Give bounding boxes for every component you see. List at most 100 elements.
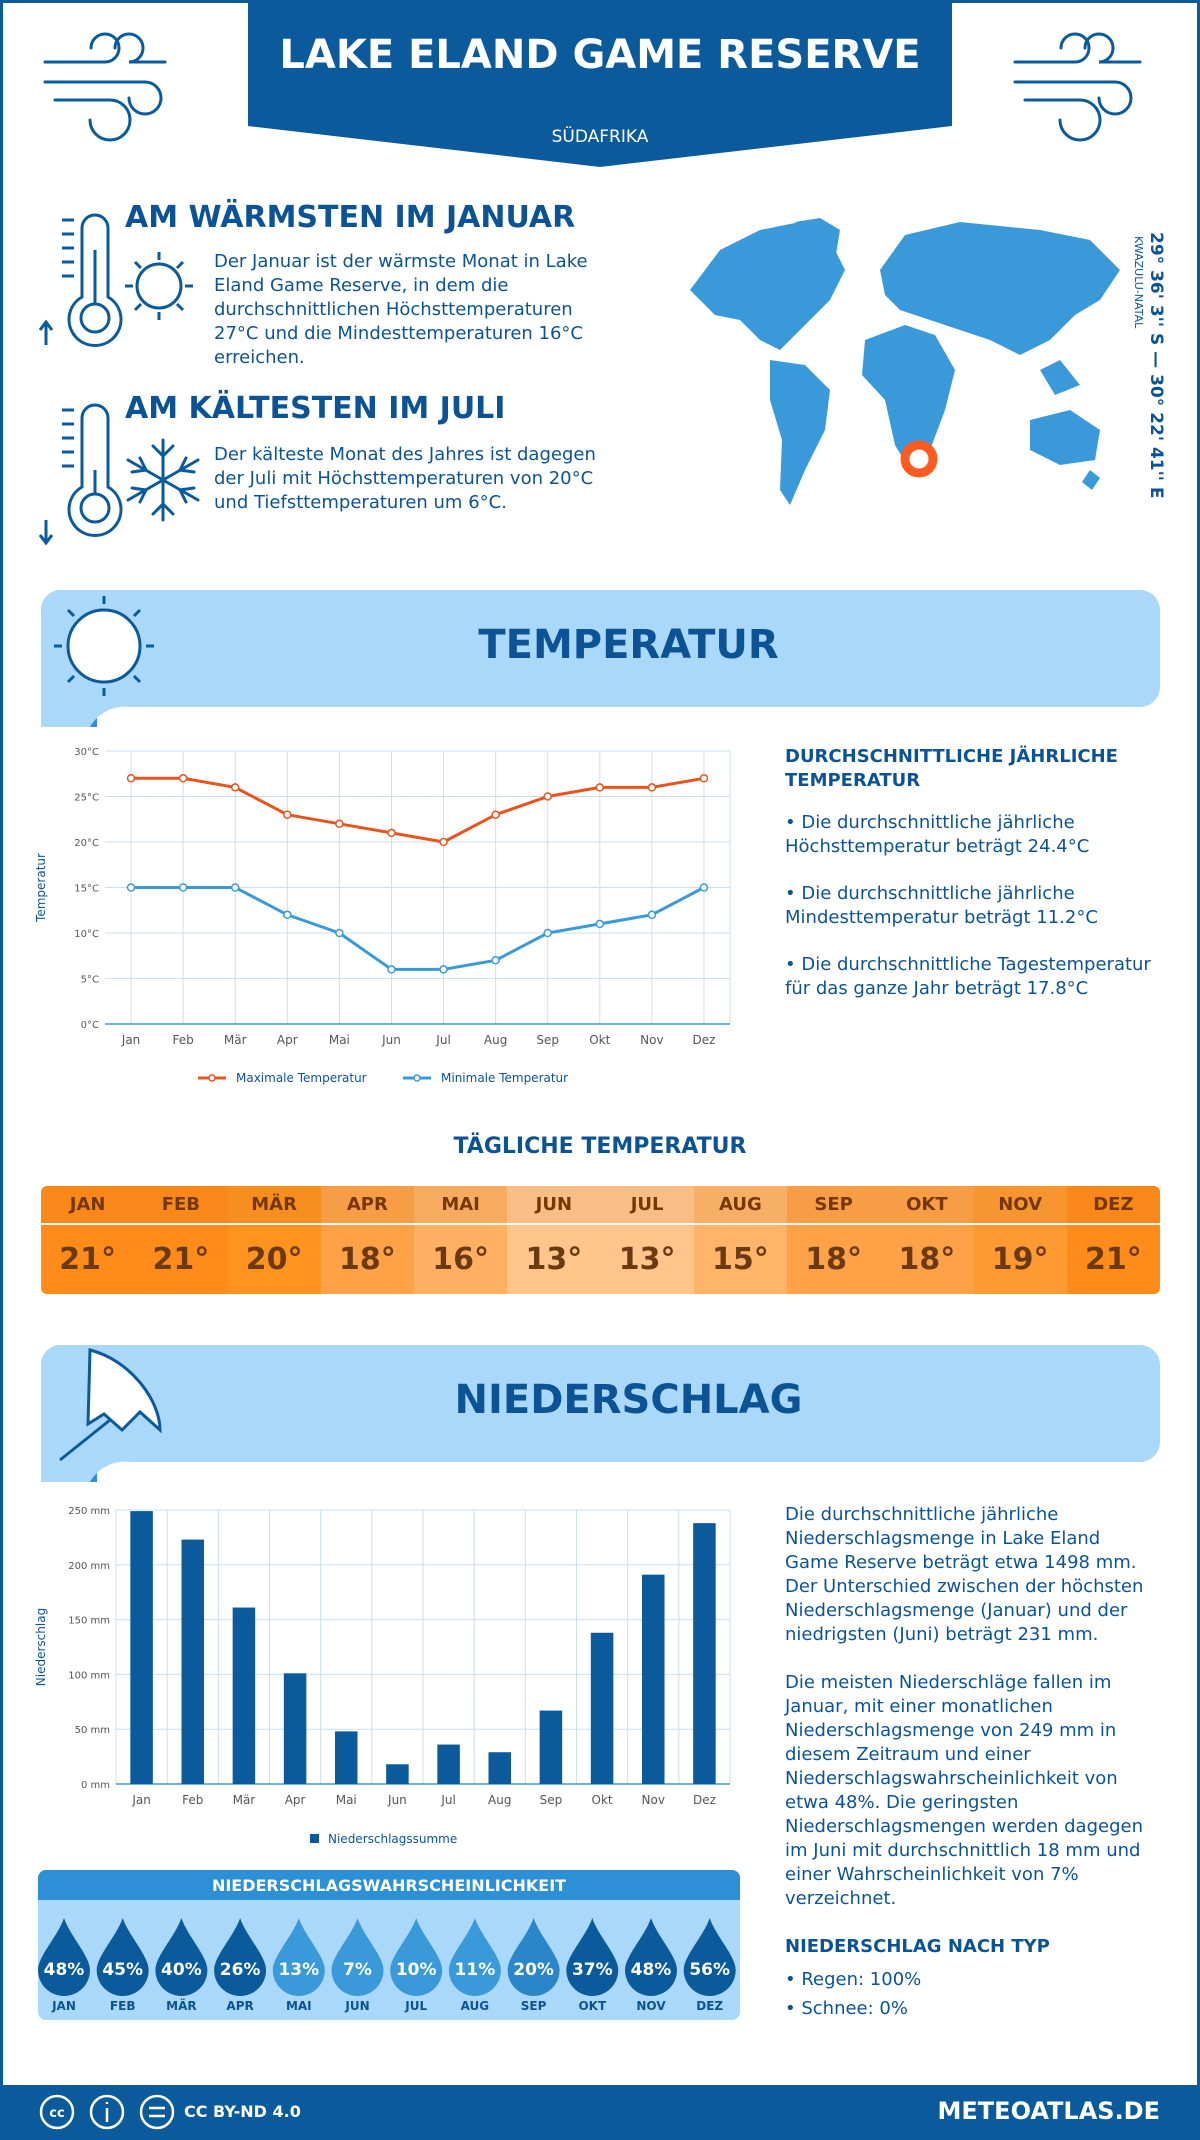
probability-title-bar (38, 1870, 740, 1900)
precipitation-type-title: NIEDERSCHLAG NACH TYP (785, 1936, 1050, 1957)
daily-column: JUL 13° (600, 1186, 694, 1294)
coordinates: 29° 36' 3'' S — 30° 22' 41'' E (1146, 232, 1166, 499)
y-tick-label: 30°C (74, 747, 99, 758)
x-tick-label: Jan (121, 1033, 141, 1047)
x-tick-label: Mai (329, 1033, 350, 1047)
probability-month: DEZ (696, 1999, 723, 2013)
x-tick-label: Apr (285, 1793, 306, 1807)
point (230, 883, 240, 892)
daily-value: 16° (414, 1225, 508, 1294)
series-line (131, 886, 705, 971)
daily-column: JUN 13° (507, 1186, 601, 1294)
point (230, 783, 240, 792)
snowflake-icon (126, 438, 200, 522)
legend-marker (208, 1074, 216, 1082)
daily-column: JAN 21° (41, 1186, 135, 1294)
warmest-text: Der Januar ist der wärmste Monat in Lake… (214, 251, 588, 368)
probability-drop (448, 1918, 501, 1997)
x-tick-label: Dez (692, 1033, 715, 1047)
site-name: METEOATLAS.DE (937, 2097, 1160, 2125)
world-map (690, 218, 1120, 505)
page-subtitle: SÜDAFRIKA (551, 127, 649, 147)
legend-label: Niederschlagssumme (328, 1832, 457, 1846)
probability-drop (214, 1918, 267, 1997)
page-title: LAKE ELAND GAME RESERVE (279, 32, 921, 78)
daily-value: 21° (134, 1225, 228, 1294)
y-tick-label: 50 mm (75, 1725, 110, 1736)
daily-month: MÄR (227, 1186, 321, 1225)
x-tick-label: Apr (277, 1033, 298, 1047)
daily-month: JUL (600, 1186, 694, 1225)
series-line (131, 776, 705, 844)
daily-value: 15° (693, 1225, 787, 1294)
daily-table: JAN 21° FEB 21° MÄR 20° APR 18° MAI 16° JUN 13° JUL 1… (41, 1186, 1160, 1294)
daily-value: 20° (227, 1225, 321, 1294)
daily-month: DEZ (1066, 1186, 1160, 1225)
probability-label: 26% (220, 1960, 261, 1980)
y-tick-label: 20°C (74, 838, 99, 849)
bar (488, 1752, 512, 1784)
probability-label: 11% (455, 1960, 496, 1980)
point (387, 965, 396, 974)
daily-value: 13° (507, 1225, 601, 1294)
point (439, 837, 448, 847)
daily-column: MAI 16° (414, 1186, 508, 1294)
daily-month: JAN (41, 1186, 135, 1225)
probability-drop (331, 1918, 384, 1997)
y-axis-label: Temperatur (34, 853, 48, 923)
probability-drop (96, 1918, 149, 1996)
probability-label: 45% (102, 1960, 143, 1980)
precipitation-heading: NIEDERSCHLAG (454, 1377, 803, 1423)
y-tick-label: 200 mm (68, 1561, 110, 1572)
x-tick-label: Okt (589, 1033, 610, 1047)
daily-value: 21° (1066, 1225, 1160, 1294)
probability-drop (566, 1918, 619, 1997)
daily-month: AUG (693, 1186, 787, 1225)
probability-drop (390, 1918, 443, 1997)
bar (539, 1710, 563, 1784)
region: KWAZULU-NATAL (1132, 236, 1145, 329)
daily-month: NOV (973, 1186, 1067, 1225)
footer-band (0, 2085, 1200, 2140)
daily-column: MÄR 20° (227, 1186, 321, 1294)
probability-box (38, 1870, 740, 2020)
probability-label: 48% (44, 1960, 85, 1980)
y-tick-label: 25°C (74, 793, 99, 804)
x-tick-label: Jul (435, 1033, 450, 1047)
x-tick-label: Feb (182, 1793, 203, 1807)
precipitation-text: Die durchschnittliche jährliche Niedersc… (785, 1504, 1144, 1645)
x-tick-label: Mai (336, 1793, 357, 1807)
daily-column: APR 18° (320, 1186, 414, 1294)
daily-month: OKT (880, 1186, 974, 1225)
daily-column: AUG 15° (693, 1186, 787, 1294)
y-tick-label: 15°C (74, 884, 99, 895)
coldest-text: Der kälteste Monat des Jahres ist dagege… (214, 444, 596, 513)
probability-month: APR (226, 1999, 253, 2013)
point (283, 810, 292, 819)
y-tick-label: 5°C (81, 975, 99, 986)
point (335, 928, 344, 938)
point (335, 819, 344, 829)
y-tick-label: 250 mm (68, 1506, 110, 1517)
daily-value: 21° (41, 1225, 135, 1294)
daily-column: SEP 18° (787, 1186, 881, 1294)
x-tick-label: Dez (693, 1793, 716, 1807)
legend-swatch (310, 1834, 319, 1843)
daily-value: 19° (973, 1225, 1067, 1294)
point (439, 965, 448, 974)
y-tick-label: 0°C (81, 1020, 99, 1031)
probability-month: SEP (521, 1999, 547, 2013)
daily-value: 18° (787, 1225, 881, 1294)
point (595, 783, 605, 792)
x-tick-label: Nov (642, 1793, 665, 1807)
x-tick-label: Jun (381, 1033, 401, 1047)
probability-label: 40% (161, 1960, 202, 1980)
y-tick-label: 150 mm (68, 1616, 110, 1627)
precipitation-type: • Regen: 100% (785, 1969, 922, 1990)
precipitation-type: • Schnee: 0% (785, 1998, 908, 2019)
point (491, 956, 500, 965)
license-icons (39, 2094, 175, 2130)
daily-title: TÄGLICHE TEMPERATUR (453, 1134, 747, 1159)
